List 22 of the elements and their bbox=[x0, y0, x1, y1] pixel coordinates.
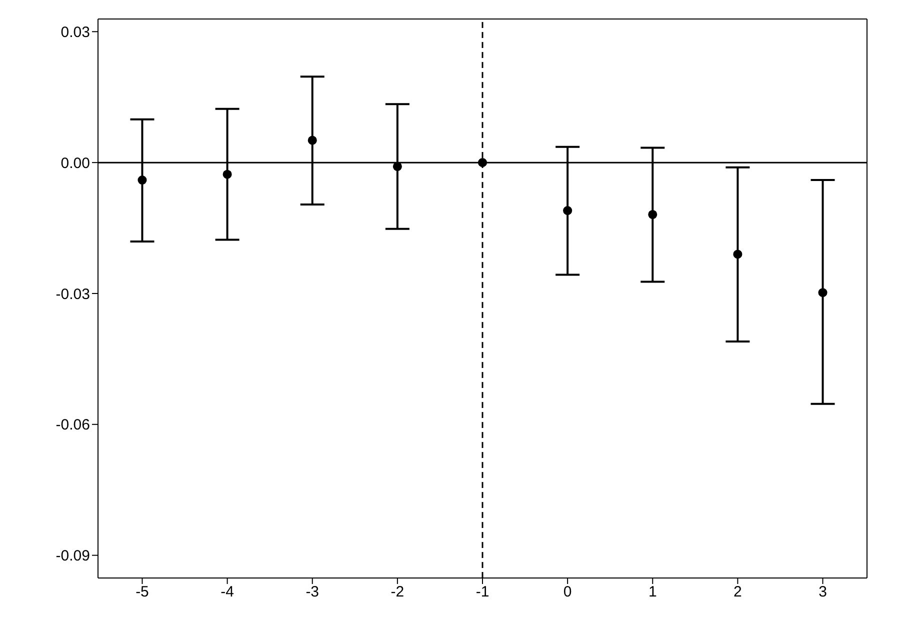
point bbox=[648, 210, 658, 219]
point bbox=[138, 176, 147, 185]
point bbox=[308, 136, 317, 145]
x-tick-label: 0 bbox=[563, 584, 572, 601]
x-tick-label: 1 bbox=[648, 584, 657, 601]
y-tick-label: -0.06 bbox=[56, 416, 90, 434]
x-tick-label: 3 bbox=[818, 584, 827, 601]
x-tick-label: -3 bbox=[306, 584, 320, 601]
x-tick-label: -2 bbox=[390, 584, 404, 601]
point bbox=[478, 158, 488, 168]
point bbox=[222, 170, 232, 179]
point bbox=[563, 206, 572, 216]
point bbox=[818, 288, 828, 298]
point bbox=[733, 250, 742, 259]
x-tick-label: -1 bbox=[476, 584, 490, 601]
y-tick-label: 0.03 bbox=[60, 24, 90, 41]
y-tick-label: 0.00 bbox=[60, 154, 90, 172]
y-tick-label: -0.03 bbox=[56, 286, 90, 303]
x-tick-label: -4 bbox=[220, 584, 234, 601]
y-tick-label: -0.09 bbox=[56, 548, 90, 565]
x-tick-label: 2 bbox=[734, 584, 742, 601]
x-tick-label: -5 bbox=[136, 584, 149, 601]
